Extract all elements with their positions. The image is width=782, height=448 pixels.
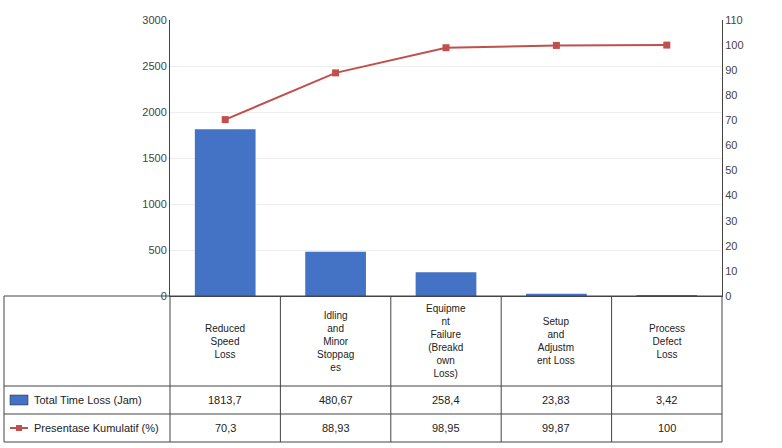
svg-text:100: 100 xyxy=(658,422,676,434)
svg-text:IdlingandMinorStoppages: IdlingandMinorStoppages xyxy=(317,310,354,373)
svg-text:100: 100 xyxy=(725,39,743,51)
svg-text:0: 0 xyxy=(725,290,731,302)
svg-text:10: 10 xyxy=(725,265,737,277)
svg-text:Total Time Loss (Jam): Total Time Loss (Jam) xyxy=(34,394,142,406)
svg-text:1000: 1000 xyxy=(142,198,166,210)
svg-text:23,83: 23,83 xyxy=(542,394,570,406)
svg-text:1500: 1500 xyxy=(142,152,166,164)
svg-text:30: 30 xyxy=(725,215,737,227)
svg-text:80: 80 xyxy=(725,89,737,101)
svg-text:20: 20 xyxy=(725,240,737,252)
svg-text:500: 500 xyxy=(148,244,166,256)
svg-text:258,4: 258,4 xyxy=(432,394,460,406)
svg-text:1813,7: 1813,7 xyxy=(208,394,242,406)
svg-text:70: 70 xyxy=(725,114,737,126)
svg-text:110: 110 xyxy=(725,14,743,26)
svg-text:480,67: 480,67 xyxy=(319,394,353,406)
svg-text:ReducedSpeedLoss: ReducedSpeedLoss xyxy=(205,323,245,360)
svg-text:3,42: 3,42 xyxy=(656,394,677,406)
svg-text:60: 60 xyxy=(725,139,737,151)
svg-text:98,95: 98,95 xyxy=(432,422,460,434)
svg-text:70,3: 70,3 xyxy=(215,422,236,434)
svg-text:EquipmentFailure(BreakdownLoss: EquipmentFailure(BreakdownLoss) xyxy=(426,303,466,379)
svg-text:2000: 2000 xyxy=(142,106,166,118)
svg-text:50: 50 xyxy=(725,164,737,176)
svg-text:0: 0 xyxy=(161,290,167,302)
svg-text:ProcessDefectLoss: ProcessDefectLoss xyxy=(649,323,685,360)
svg-text:SetupandAdjustment Loss: SetupandAdjustment Loss xyxy=(537,316,575,366)
svg-text:90: 90 xyxy=(725,64,737,76)
svg-text:2500: 2500 xyxy=(142,60,166,72)
svg-text:99,87: 99,87 xyxy=(542,422,570,434)
svg-text:88,93: 88,93 xyxy=(322,422,350,434)
svg-text:40: 40 xyxy=(725,189,737,201)
svg-text:Presentase Kumulatif (%): Presentase Kumulatif (%) xyxy=(34,422,159,434)
svg-text:3000: 3000 xyxy=(142,14,166,26)
